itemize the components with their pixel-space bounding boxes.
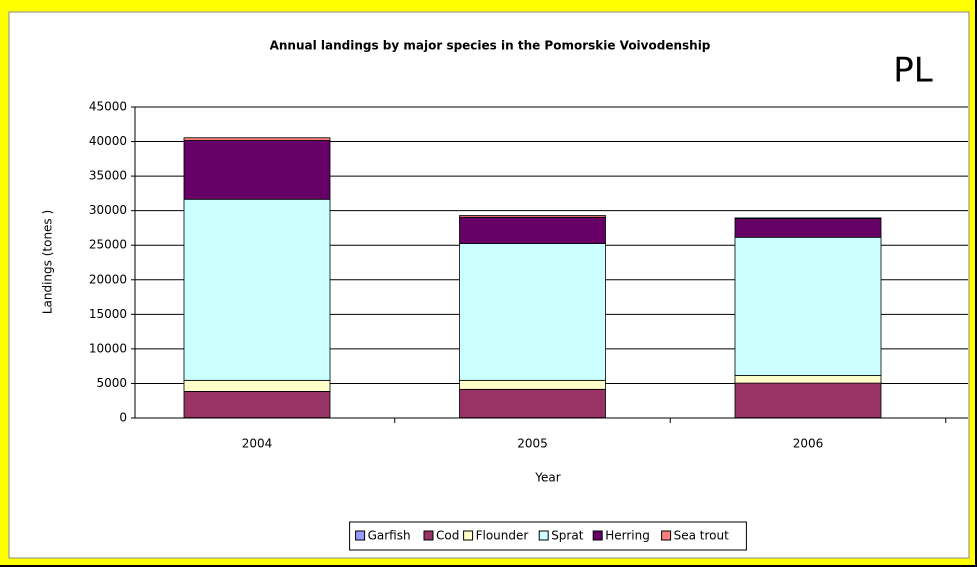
y-tick-label: 0 [119,411,127,425]
x-tick-label: 2006 [793,437,824,451]
legend-swatch [538,530,549,541]
bar-segment [183,137,331,141]
bar-segment [459,379,606,390]
bar-segment [734,382,882,419]
bar-segment [459,243,606,381]
y-tick-label: 10000 [89,341,127,355]
y-tick-label: 40000 [89,134,127,148]
bar-segment [459,388,606,419]
x-axis-label: Year [534,471,560,485]
legend-label: Flounder [476,529,529,543]
legend-label: Herring [605,529,650,543]
annotation: PL [893,51,933,91]
bar-segment [734,218,882,238]
legend-swatch [355,530,366,541]
legend-label: Sea trout [674,529,729,543]
y-tick-label: 20000 [89,272,127,286]
bar-segment [183,198,331,381]
bar-segment [459,216,606,244]
y-tick-label: 25000 [89,238,127,252]
legend-label: Cod [436,529,459,543]
chart-title: Annual landings by major species in the … [270,39,711,53]
x-tick-label: 2004 [242,437,273,451]
bar-segment [183,390,331,419]
bar-segment [459,215,606,218]
bar-segment [734,217,882,220]
x-tick-label: 2005 [517,437,548,451]
y-tick-label: 5000 [96,376,127,390]
legend-label: Garfish [368,529,411,543]
bar-segment [734,236,882,376]
y-tick-label: 35000 [89,169,127,183]
y-axis-label: Landings (tones ) [41,210,55,314]
bar-segment [183,140,331,200]
y-tick-label: 15000 [89,307,127,321]
legend-swatch [592,530,603,541]
bar-segment [734,375,882,384]
legend-swatch [423,530,434,541]
y-tick-label: 45000 [89,100,127,114]
bar-segment [183,379,331,392]
y-tick-label: 30000 [89,203,127,217]
legend-swatch [661,530,672,541]
legend-swatch [463,530,474,541]
legend-label: Sprat [551,529,584,543]
